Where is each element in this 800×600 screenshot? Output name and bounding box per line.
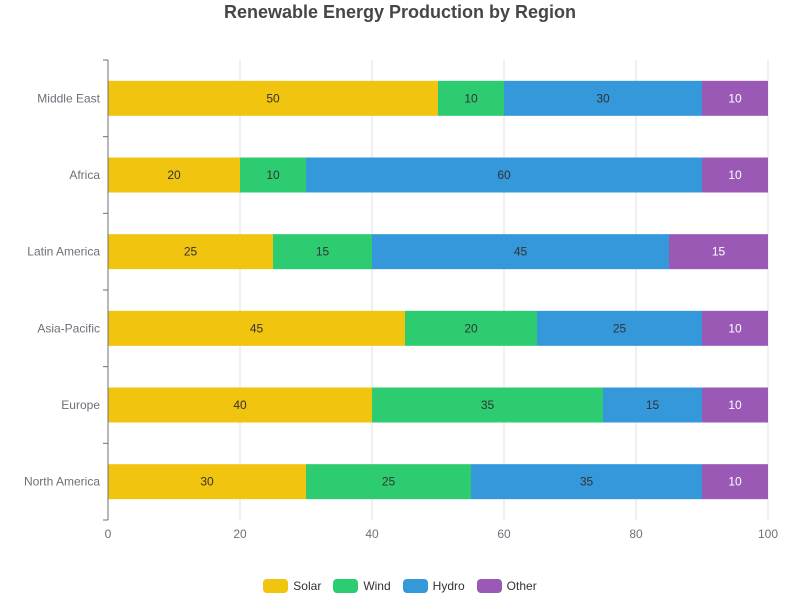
legend-label: Other (506, 579, 537, 593)
grid-lines (239, 60, 769, 520)
bar-solar-middle-east (108, 80, 438, 116)
data-label: 10 (728, 398, 742, 412)
data-label: 15 (712, 245, 726, 259)
y-tick-label: Africa (69, 168, 100, 182)
bar-wind-middle-east (438, 80, 504, 116)
bar-other-north-america (702, 464, 768, 500)
bar-wind-north-america (306, 464, 471, 500)
x-tick-label: 20 (233, 527, 247, 541)
data-label: 40 (233, 398, 247, 412)
bar-hydro-africa (306, 157, 702, 193)
legend-swatch (263, 579, 289, 593)
legend-item-wind[interactable]: Wind (333, 577, 391, 595)
bar-wind-africa (240, 157, 306, 193)
x-tick-label: 80 (629, 527, 643, 541)
data-label: 45 (514, 245, 528, 259)
bar-series: 30 25 35 10 40 35 15 10 45 20 25 10 25 15 45 15 20 10 60 10… (108, 80, 768, 500)
bar-solar-africa (108, 157, 240, 193)
data-label: 45 (250, 321, 264, 335)
data-label: 15 (316, 245, 330, 259)
y-tick-label: Latin America (27, 245, 100, 259)
bar-hydro-middle-east (504, 80, 702, 116)
bar-other-europe (702, 387, 768, 423)
data-label: 10 (464, 91, 478, 105)
data-label: 25 (184, 245, 198, 259)
data-label: 35 (580, 475, 594, 489)
x-tick-label: 100 (758, 527, 778, 541)
bar-wind-europe (372, 387, 603, 423)
legend-item-solar[interactable]: Solar (263, 577, 321, 595)
y-tick-label: Middle East (37, 91, 100, 105)
legend-label: Wind (363, 579, 391, 593)
legend-item-other[interactable]: Other (476, 577, 537, 595)
bar-wind-latin-america (273, 234, 372, 270)
bar-hydro-latin-america (372, 234, 669, 270)
bar-solar-north-america (108, 464, 306, 500)
data-label: 60 (497, 168, 511, 182)
bar-hydro-europe (603, 387, 702, 423)
bar-solar-asia-pacific (108, 310, 405, 346)
legend-label: Hydro (432, 579, 465, 593)
legend-swatch (333, 579, 359, 593)
bar-hydro-asia-pacific (537, 310, 702, 346)
data-label: 10 (266, 168, 280, 182)
chart-legend: Solar Wind Hydro Other (0, 577, 800, 595)
data-label: 10 (728, 91, 742, 105)
data-label: 15 (646, 398, 660, 412)
bar-solar-latin-america (108, 234, 273, 270)
x-tick-label: 40 (365, 527, 379, 541)
x-tick-label: 0 (105, 527, 112, 541)
data-label: 10 (728, 321, 742, 335)
data-label: 30 (596, 91, 610, 105)
axes: 0 20 40 60 80 100 North America Europe Asia-Paci… (24, 59, 778, 541)
data-label: 30 (200, 475, 214, 489)
data-label: 25 (613, 321, 627, 335)
bar-other-africa (702, 157, 768, 193)
bar-hydro-north-america (471, 464, 702, 500)
data-label: 20 (464, 321, 478, 335)
bar-other-latin-america (669, 234, 768, 270)
legend-swatch (476, 579, 502, 593)
y-tick-label: North America (24, 475, 100, 489)
legend-label: Solar (293, 579, 322, 593)
bar-other-middle-east (702, 80, 768, 116)
bar-solar-europe (108, 387, 372, 423)
y-tick-label: Europe (61, 398, 100, 412)
legend-swatch (402, 579, 428, 593)
legend-item-hydro[interactable]: Hydro (402, 577, 465, 595)
data-label: 50 (266, 91, 280, 105)
data-label: 10 (728, 168, 742, 182)
data-label: 35 (481, 398, 495, 412)
x-tick-label: 60 (497, 527, 511, 541)
data-label: 25 (382, 475, 396, 489)
y-tick-label: Asia-Pacific (37, 321, 100, 335)
chart-title: Renewable Energy Production by Region (223, 2, 577, 22)
bar-wind-asia-pacific (405, 310, 537, 346)
bar-other-asia-pacific (702, 310, 768, 346)
data-label: 10 (728, 475, 742, 489)
data-label: 20 (167, 168, 181, 182)
